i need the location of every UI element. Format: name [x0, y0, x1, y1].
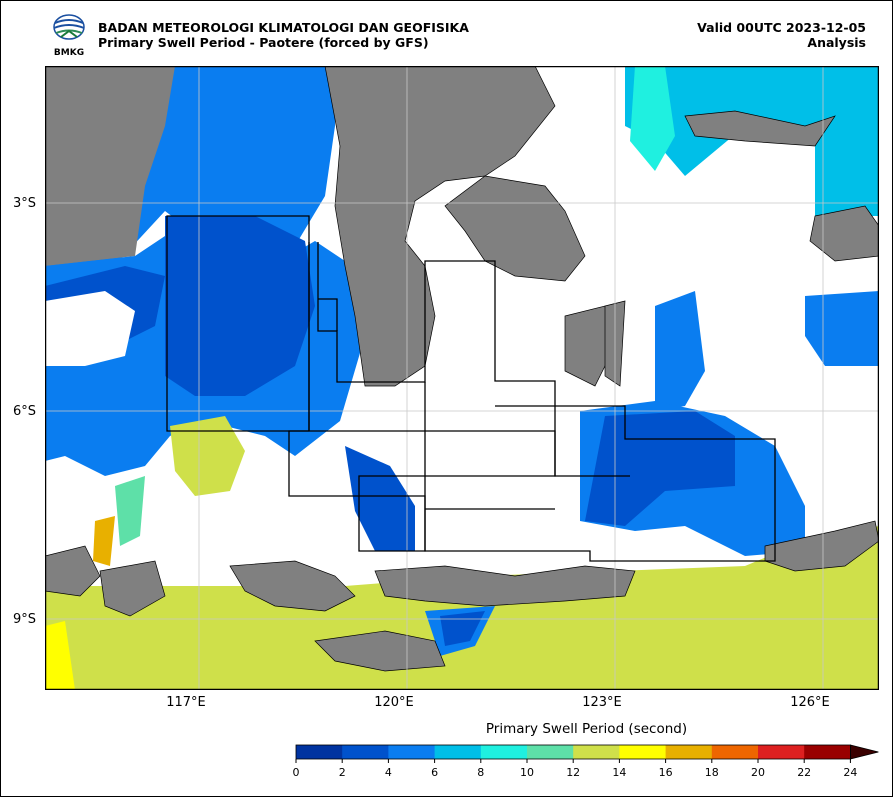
swell-region-banda-dark: [585, 411, 735, 526]
lon-label-126e: 126°E: [790, 695, 830, 710]
colorbar-tick-label: 12: [566, 766, 580, 779]
colorbar-tick-label: 0: [293, 766, 300, 779]
swell-region-ne-light: [630, 66, 675, 171]
valid-time: Valid 00UTC 2023-12-05: [697, 20, 866, 35]
colorbar-tick-label: 2: [339, 766, 346, 779]
lat-label-9s: 9°S: [13, 612, 37, 627]
product-title: Primary Swell Period - Paotere (forced b…: [98, 35, 429, 50]
land-sumba: [314, 630, 446, 672]
swell-region-indian-ocean: [45, 526, 879, 690]
lon-label-117e: 117°E: [166, 695, 206, 710]
no-data-patch: [45, 291, 135, 366]
lat-label-3s: 3°S: [13, 196, 37, 211]
run-type: Analysis: [807, 35, 866, 50]
org-name: BADAN METEOROLOGI KLIMATOLOGI DAN GEOFIS…: [98, 20, 469, 35]
swell-region-banda-west: [655, 291, 705, 411]
colorbar-extend-arrow: [850, 744, 879, 760]
colorbar-swatch: [434, 745, 482, 759]
colorbar-tick-label: 22: [797, 766, 811, 779]
colorbar-swatch: [388, 745, 436, 759]
colorbar-swatch: [342, 745, 389, 759]
swell-region-flores-north: [345, 446, 415, 551]
land-lombok: [99, 560, 166, 617]
forecast-area-boundaries: [166, 215, 776, 562]
lon-label-123e: 123°E: [582, 695, 622, 710]
colorbar-tick-label: 4: [385, 766, 392, 779]
colorbar-tick-label: 8: [477, 766, 484, 779]
swell-region-yellow: [45, 621, 75, 690]
lon-label-120e: 120°E: [374, 695, 414, 710]
header-right: Valid 00UTC 2023-12-05 Analysis: [697, 20, 866, 50]
land-masses: [45, 66, 879, 672]
colorbar-swatch: [527, 745, 574, 759]
colorbar-swatch: [480, 745, 528, 759]
colorbar-swatch: [296, 745, 343, 759]
lat-label-6s: 6°S: [13, 404, 37, 419]
map-border: [45, 66, 879, 690]
colorbar-swatch: [665, 745, 713, 759]
land-buru: [809, 205, 879, 262]
colorbar-swatch: [711, 745, 759, 759]
land-sumbawa: [229, 560, 356, 612]
swell-region-ne: [625, 66, 879, 216]
swell-region-west-dark: [165, 216, 315, 396]
colorbar-tick-label: 20: [751, 766, 765, 779]
land-sula: [684, 110, 836, 147]
colorbar-swatch: [804, 745, 851, 759]
land-bali: [45, 545, 101, 597]
bmkg-logo: BMKG: [53, 14, 85, 58]
swell-region-sumba-dark: [440, 611, 485, 646]
colorbar-tick-label: 6: [431, 766, 438, 779]
colorbar-tick-label: 18: [705, 766, 719, 779]
colorbar-swatch: [619, 745, 667, 759]
colorbar: 0 2 4 6 8 10 12 14 16 18 20 22 24: [293, 744, 879, 779]
colorbar-title: Primary Swell Period (second): [485, 721, 688, 737]
swell-region-green: [170, 416, 245, 496]
colorbar-tick-label: 10: [520, 766, 534, 779]
gridlines: [45, 66, 879, 690]
header-left: BADAN METEOROLOGI KLIMATOLOGI DAN GEOFIS…: [98, 20, 469, 50]
land-sulawesi-south: [324, 66, 556, 387]
swell-region-aqua: [115, 476, 145, 546]
land-sulawesi-southeast: [444, 175, 586, 282]
map-panel[interactable]: [45, 66, 879, 690]
colorbar-tick-label: 14: [612, 766, 626, 779]
land-timor: [764, 520, 879, 572]
swell-region-orange: [93, 516, 115, 566]
colorbar-swatch: [573, 745, 620, 759]
logo-text: BMKG: [54, 48, 84, 58]
swell-region-banda-east: [805, 291, 879, 366]
land-borneo: [45, 66, 175, 266]
colorbar-swatch: [758, 745, 805, 759]
colorbar-tick-label: 24: [843, 766, 857, 779]
land-flores: [374, 565, 636, 607]
colorbar-tick-label: 16: [659, 766, 673, 779]
